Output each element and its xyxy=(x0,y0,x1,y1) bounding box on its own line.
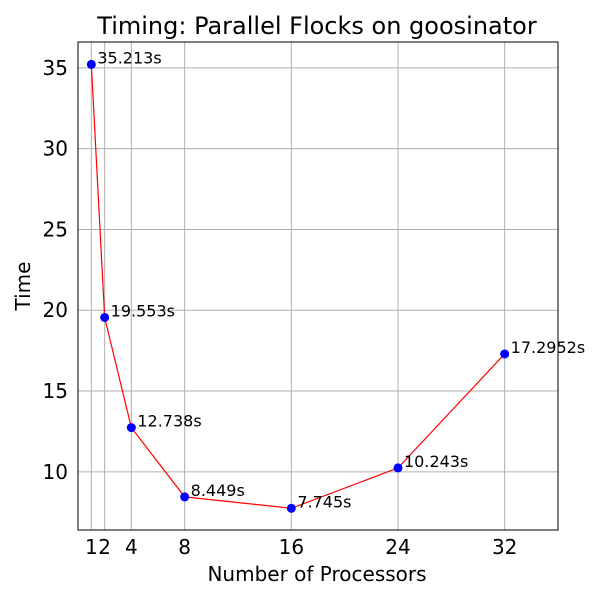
x-tick-label: 32 xyxy=(492,535,517,559)
x-tick-label: 4 xyxy=(125,535,138,559)
y-tick-label: 15 xyxy=(43,379,68,403)
data-point xyxy=(393,463,403,473)
data-point xyxy=(126,423,136,433)
data-label: 12.738s xyxy=(137,412,201,431)
data-point xyxy=(100,312,110,322)
y-tick-label: 10 xyxy=(43,460,68,484)
plot-frame xyxy=(77,41,559,531)
data-label: 8.449s xyxy=(191,481,245,500)
data-label: 7.745s xyxy=(297,492,351,511)
data-point xyxy=(180,492,190,502)
data-label: 17.2952s xyxy=(511,338,585,357)
data-point xyxy=(86,59,96,69)
y-tick-label: 25 xyxy=(43,217,68,241)
data-point xyxy=(286,503,296,513)
x-axis-label: Number of Processors xyxy=(207,562,426,586)
y-tick-label: 20 xyxy=(43,298,68,322)
data-point xyxy=(500,349,510,359)
x-tick-label: 16 xyxy=(279,535,304,559)
x-tick-label: 1 xyxy=(85,535,98,559)
series: 35.213s 19.553s 12.738s 8.449s 7.745s 10.243s… xyxy=(86,48,585,513)
y-axis-label: Time xyxy=(11,262,35,312)
y-tick-label: 30 xyxy=(43,137,68,161)
data-label: 35.213s xyxy=(97,48,161,67)
data-label: 19.553s xyxy=(111,301,175,320)
y-tick-label: 35 xyxy=(43,56,68,80)
series-line xyxy=(90,64,506,509)
data-label: 10.243s xyxy=(404,452,468,471)
chart-title: Timing: Parallel Flocks on goosinator xyxy=(96,12,537,40)
x-tick-label: 24 xyxy=(385,535,410,559)
x-tick-label: 8 xyxy=(178,535,191,559)
grid xyxy=(78,42,558,530)
x-tick-label: 2 xyxy=(98,535,111,559)
